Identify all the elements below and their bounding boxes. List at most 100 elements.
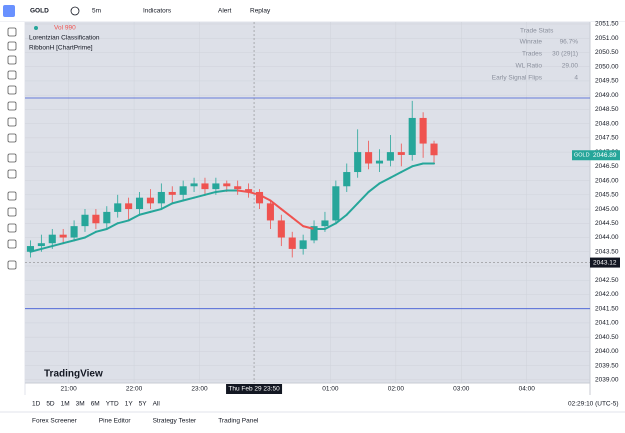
bottom-tab[interactable]: Forex Screener (32, 418, 78, 425)
candle-body (386, 152, 394, 161)
candle-body (103, 211, 111, 224)
stat-value: 29.00 (562, 63, 579, 70)
tool-icon[interactable] (7, 169, 17, 179)
candle-body (408, 117, 416, 155)
y-tick-label: 2043.50 (595, 248, 619, 255)
y-tick-label: 2041.00 (595, 320, 619, 327)
ribbon-line (269, 199, 283, 211)
tool-icon[interactable] (7, 85, 17, 95)
tool-icon[interactable] (7, 207, 17, 217)
candle-body (299, 240, 307, 249)
tool-icon[interactable] (7, 70, 17, 80)
price-axis (590, 22, 625, 395)
bottom-tab[interactable]: Pine Editor (99, 418, 132, 425)
x-tick-label: 22:00 (126, 386, 143, 393)
toolbar-item[interactable]: Alert (218, 8, 232, 15)
y-tick-label: 2041.50 (595, 305, 619, 312)
x-tick-label: 23:00 (191, 386, 208, 393)
y-tick-label: 2048.00 (595, 120, 619, 127)
y-tick-label: 2039.00 (595, 377, 619, 384)
ribbon-line (258, 193, 272, 202)
candle-body (430, 143, 438, 156)
candle-body (37, 243, 45, 247)
candle-body (277, 220, 285, 238)
range-button[interactable]: 1Y (125, 401, 134, 408)
range-button[interactable]: 1D (32, 401, 41, 408)
tool-icon[interactable] (7, 101, 17, 111)
range-button[interactable]: 6M (91, 401, 100, 408)
y-tick-label: 2048.50 (595, 106, 619, 113)
tool-icon[interactable] (7, 260, 17, 270)
stat-label: Winrate (520, 39, 543, 46)
candle-body (343, 172, 351, 187)
ribbon-line (116, 219, 130, 225)
range-button[interactable]: 5Y (139, 401, 148, 408)
ribbon-line (40, 245, 54, 250)
legend-indicator: RibbonH [ChartPrime] (29, 45, 93, 52)
crosshair-y-label-bg (590, 257, 620, 268)
x-tick-label: 03:00 (453, 386, 470, 393)
legend-indicator: Lorentzian Classification (29, 35, 100, 42)
candle-body (190, 183, 198, 187)
logo[interactable] (3, 5, 15, 17)
candle-body (135, 197, 144, 210)
stat-value: 30 (29|1) (552, 51, 578, 58)
x-tick-label: 04:00 (519, 386, 536, 393)
tool-icon[interactable] (7, 117, 17, 127)
tool-icon[interactable] (7, 41, 17, 51)
tool-icon[interactable] (7, 27, 17, 37)
tool-icon[interactable] (7, 133, 17, 143)
add-symbol[interactable] (70, 6, 80, 16)
tool-icon[interactable] (7, 153, 17, 163)
candle-body (397, 152, 405, 155)
bottom-tab[interactable]: Trading Panel (218, 418, 259, 425)
stat-label: Trades (522, 51, 543, 58)
top-toolbar (0, 0, 625, 22)
candle-body (114, 203, 122, 212)
crosshair-x-label-bg (226, 384, 283, 394)
stats-title: Trade Stats (520, 28, 554, 35)
ribbon-line (236, 189, 250, 193)
candle-body (70, 226, 78, 238)
y-tick-label: 2045.00 (595, 206, 619, 213)
tool-icon[interactable] (7, 239, 17, 249)
ribbon-line (378, 176, 392, 185)
symbol-tag: GOLD (574, 153, 590, 159)
candle-body (354, 152, 362, 173)
bottom-tab[interactable]: Strategy Tester (153, 418, 197, 425)
symbol[interactable]: GOLD (30, 8, 49, 15)
tool-icon[interactable] (7, 223, 17, 233)
range-button[interactable]: YTD (106, 401, 119, 408)
ribbon-line (203, 190, 217, 196)
candle-body (125, 203, 133, 210)
range-button[interactable]: 3M (76, 401, 85, 408)
y-tick-label: 2040.50 (595, 334, 619, 341)
tool-icon[interactable] (7, 55, 17, 65)
y-tick-label: 2040.00 (595, 348, 619, 355)
toolbar-item[interactable]: Indicators (143, 8, 172, 15)
ribbon-line (302, 225, 316, 230)
left-toolbar (0, 22, 25, 395)
ribbon-line (29, 247, 43, 253)
candle-body (223, 183, 231, 187)
candle-body (81, 214, 89, 227)
tool-icon[interactable] (7, 191, 17, 201)
stat-value: 4 (574, 75, 578, 82)
ribbon-line (149, 208, 163, 213)
toolbar-item[interactable]: Replay (250, 8, 271, 15)
range-button[interactable]: 5D (46, 401, 55, 408)
ribbon-line (389, 171, 403, 179)
ribbon-line (400, 165, 414, 174)
candle-body (310, 226, 318, 241)
candle-body (234, 186, 242, 190)
interval[interactable]: 5m (92, 8, 101, 15)
ribbon-line (73, 236, 86, 242)
y-tick-label: 2051.50 (595, 21, 619, 28)
ribbon-line (83, 230, 97, 239)
range-button[interactable]: All (153, 401, 161, 408)
last-price-bg (590, 150, 620, 161)
stat-label: WL Ratio (516, 63, 543, 70)
range-button[interactable]: 1M (61, 401, 70, 408)
stat-value: 96.7% (560, 39, 579, 46)
crosshair-x-label: Thu Feb 29 23:50 (228, 386, 280, 393)
